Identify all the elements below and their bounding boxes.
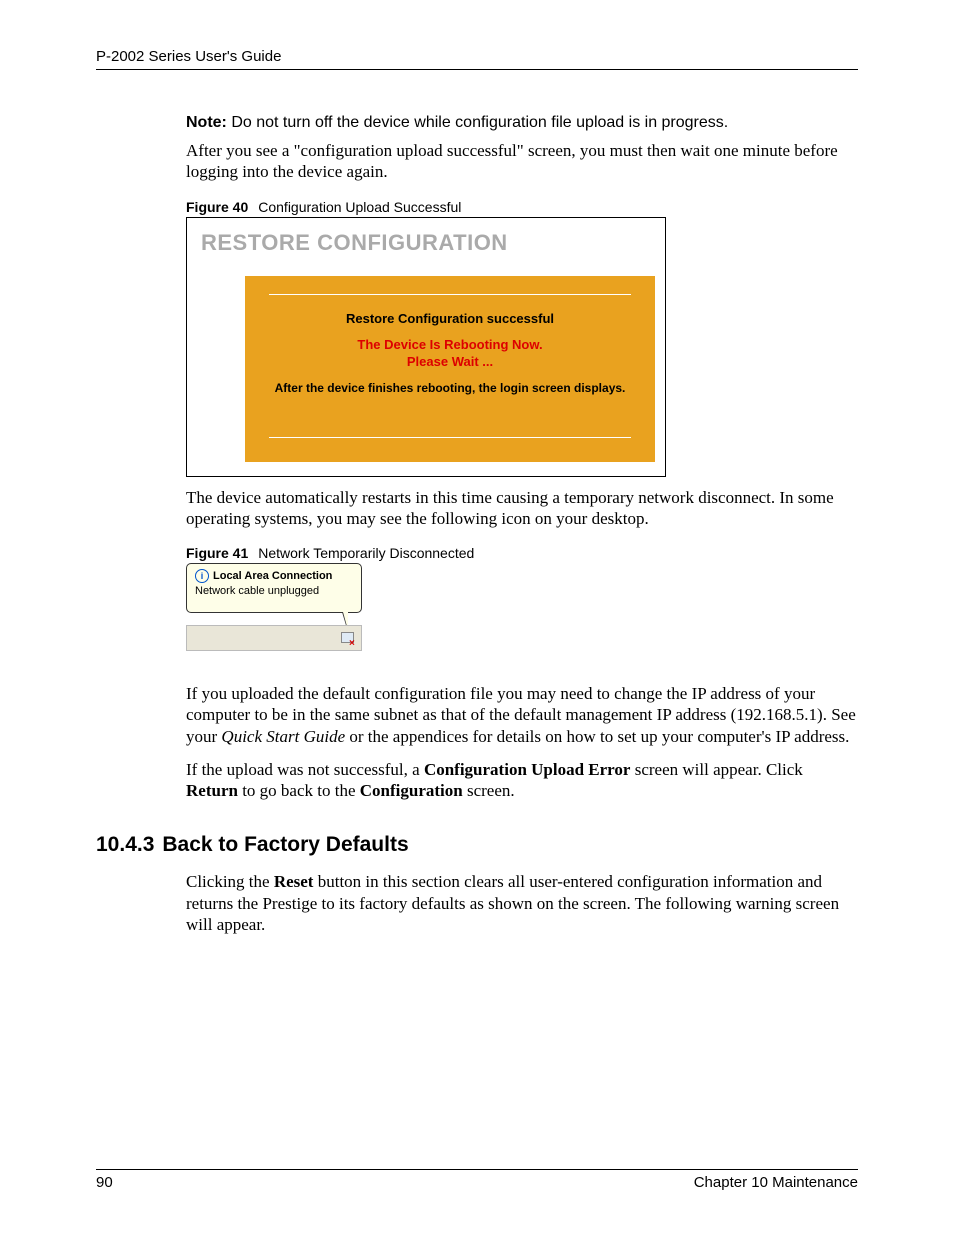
figure-41-caption-text: Network Temporarily Disconnected [258,545,474,561]
p4-e: to go back to the [238,781,360,800]
figure-40-box: RESTORE CONFIGURATION Restore Configurat… [186,217,666,477]
paragraph-after-note: After you see a "configuration upload su… [186,140,858,183]
doc-title: P-2002 Series User's Guide [96,48,281,65]
network-disconnected-icon: × [341,632,355,646]
network-balloon: i Local Area Connection Network cable un… [186,563,362,613]
figure-40-caption: Figure 40 Configuration Upload Successful [186,199,858,215]
p3-post: or the appendices for details on how to … [345,727,849,746]
page: P-2002 Series User's Guide Note: Do not … [0,0,954,1235]
figure-41-label: Figure 41 [186,545,248,561]
restore-config-title: RESTORE CONFIGURATION [201,230,655,256]
panel-rule-top [269,294,631,295]
balloon-title-row: i Local Area Connection [195,569,353,583]
restore-config-panel: Restore Configuration successful The Dev… [245,276,655,462]
figure-40-caption-text: Configuration Upload Successful [258,199,461,215]
section-title: Back to Factory Defaults [162,833,408,856]
note-text: Do not turn off the device while configu… [231,114,728,131]
disconnect-x-glyph: × [349,640,357,648]
restore-success-text: Restore Configuration successful [269,311,631,326]
section-body-area: Clicking the Reset button in this sectio… [186,871,858,935]
note-line: Note: Do not turn off the device while c… [186,114,858,132]
panel-rule-bottom [269,437,631,438]
balloon-message: Network cable unplugged [195,585,353,597]
doc-header: P-2002 Series User's Guide [96,48,858,70]
content-area: Note: Do not turn off the device while c… [186,114,858,801]
figure-41-box: i Local Area Connection Network cable un… [186,563,382,655]
paragraph-restart: The device automatically restarts in thi… [186,487,858,530]
p4-d: Return [186,781,238,800]
balloon-title: Local Area Connection [213,570,332,582]
page-number: 90 [96,1174,113,1191]
systray: × [186,625,362,651]
rebooting-line-2: Please Wait ... [407,354,493,369]
rebooting-line-1: The Device Is Rebooting Now. [357,337,542,352]
rebooting-text: The Device Is Rebooting Now. Please Wait… [269,336,631,371]
doc-footer: 90 Chapter 10 Maintenance [96,1169,858,1191]
paragraph-ip-address: If you uploaded the default configuratio… [186,683,858,747]
figure-40-label: Figure 40 [186,199,248,215]
chapter-label: Chapter 10 Maintenance [694,1174,858,1191]
section-number: 10.4.3 [96,833,154,856]
note-label: Note: [186,114,227,131]
sb-b: Reset [274,872,314,891]
figure-41-caption: Figure 41 Network Temporarily Disconnecte… [186,545,858,561]
p4-a: If the upload was not successful, a [186,760,424,779]
sb-a: Clicking the [186,872,274,891]
p4-f: Configuration [360,781,463,800]
paragraph-upload-error: If the upload was not successful, a Conf… [186,759,858,802]
p4-b: Configuration Upload Error [424,760,631,779]
after-reboot-text: After the device finishes rebooting, the… [269,381,631,395]
p3-em: Quick Start Guide [221,727,345,746]
p4-c: screen will appear. Click [630,760,802,779]
info-icon: i [195,569,209,583]
section-body: Clicking the Reset button in this sectio… [186,871,858,935]
p4-g: screen. [463,781,515,800]
section-heading: 10.4.3 Back to Factory Defaults [96,833,858,857]
